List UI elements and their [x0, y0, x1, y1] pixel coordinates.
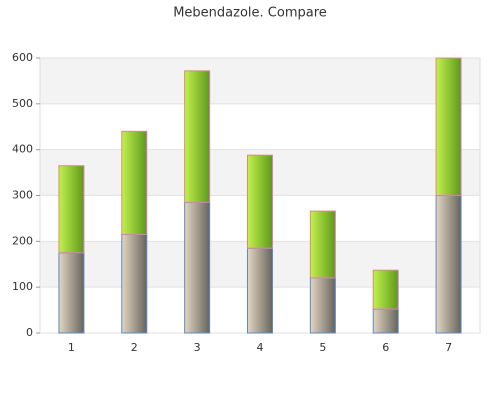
bar-segment [309, 277, 336, 334]
x-tick-label: 7 [445, 341, 452, 354]
x-tick-label: 1 [68, 341, 75, 354]
bar-segment [435, 57, 462, 196]
bar-segment [247, 247, 273, 334]
y-tick-label: 100 [12, 280, 33, 293]
bar-segment [121, 233, 148, 334]
y-tick-label: 400 [12, 143, 33, 156]
bar-segment [309, 210, 336, 279]
chart-title: Mebendazole. Compare [173, 6, 327, 21]
x-tick-label: 2 [131, 341, 138, 354]
y-tick-label: 0 [26, 326, 33, 339]
bar-segment [184, 70, 211, 203]
bar-segment [184, 201, 211, 334]
bar-segment [58, 165, 85, 254]
x-tick-label: 5 [319, 341, 326, 354]
bar-segment [372, 269, 399, 310]
y-tick-label: 500 [12, 97, 33, 110]
x-tick-label: 4 [257, 341, 264, 354]
bar-segment [247, 154, 273, 249]
y-tick-label: 200 [12, 234, 33, 247]
bar-segment [435, 195, 462, 334]
x-tick-label: 3 [194, 341, 201, 354]
grid-band [40, 58, 480, 104]
bar-segment [372, 308, 399, 334]
bar-segment [121, 130, 148, 235]
y-tick-label: 300 [12, 189, 33, 202]
x-tick-label: 6 [382, 341, 389, 354]
y-tick-label: 600 [12, 51, 33, 64]
bar-segment [58, 252, 85, 334]
